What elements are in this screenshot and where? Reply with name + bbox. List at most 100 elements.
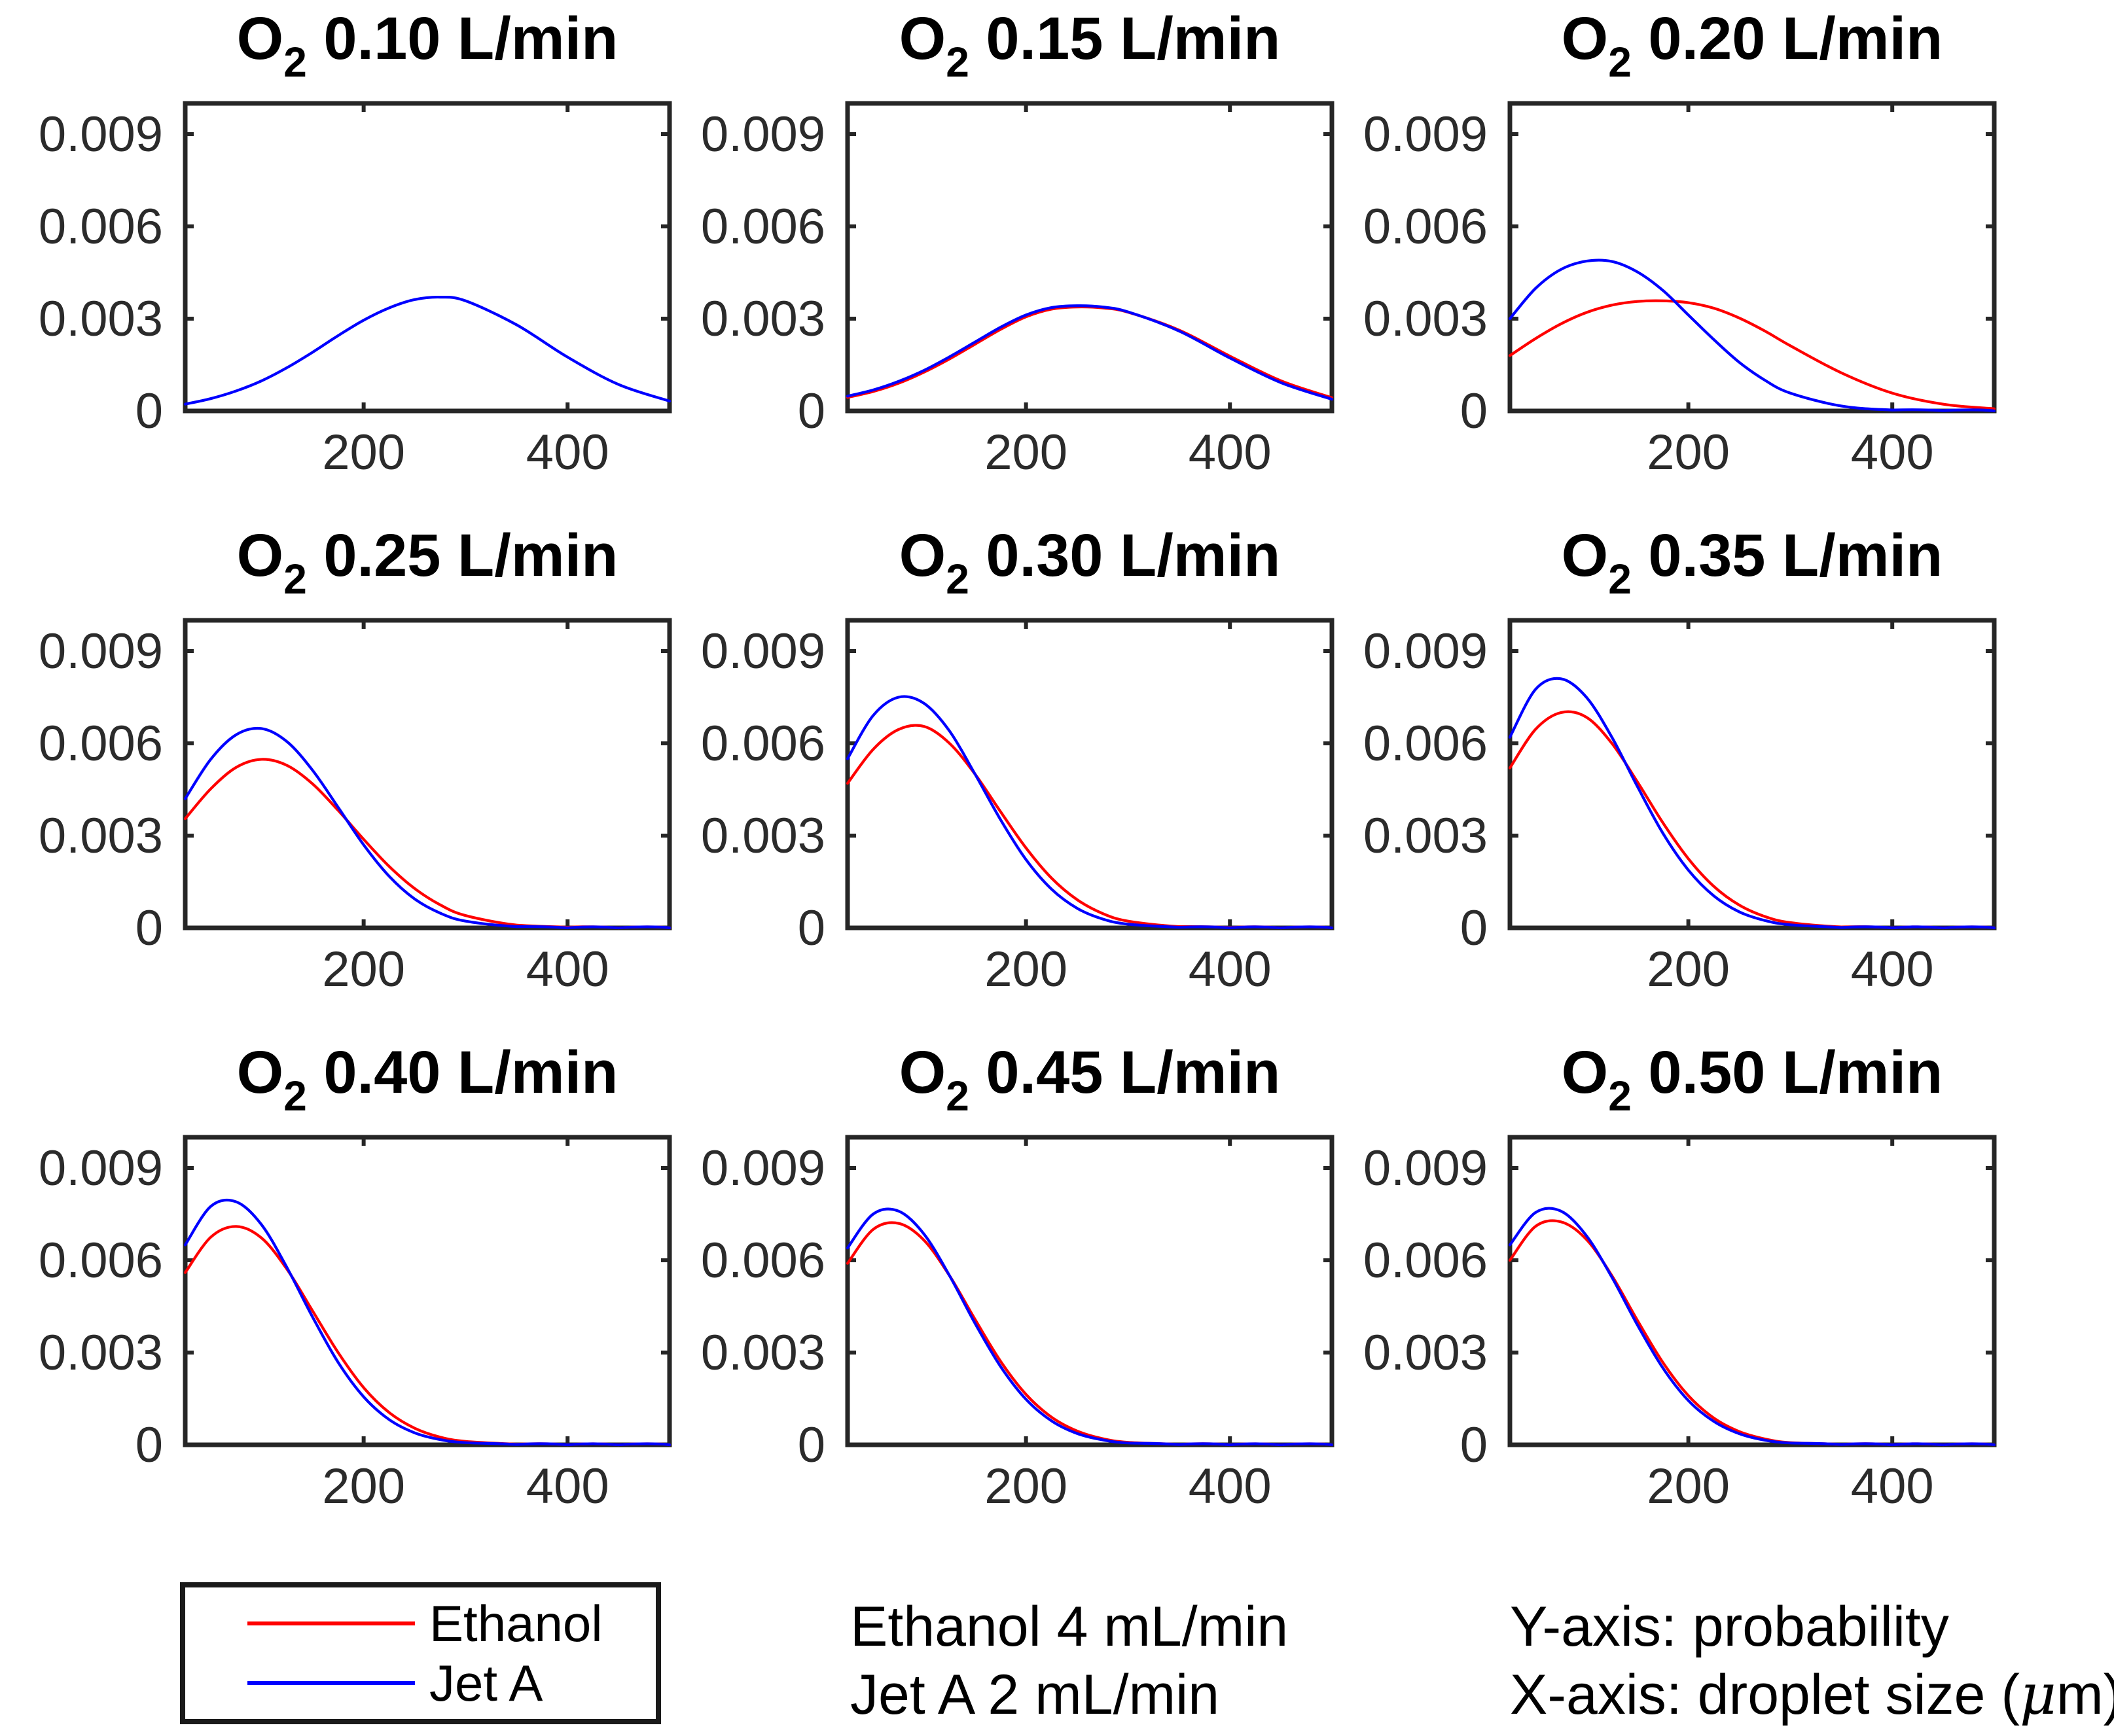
y-tick-label: 0.006 <box>701 716 825 771</box>
series-line-jet-a <box>1508 1207 1996 1447</box>
y-tick-label: 0.009 <box>39 1141 163 1196</box>
series-line-jet-a <box>183 295 672 406</box>
series-line-jet-a <box>846 1207 1334 1447</box>
y-tick-label: 0.003 <box>1363 291 1488 347</box>
series-line-ethanol <box>846 724 1334 930</box>
x-tick-label: 400 <box>526 1459 609 1514</box>
legend-item-ethanol: Ethanol <box>247 1598 656 1649</box>
legend-box: Ethanol Jet A <box>180 1582 661 1724</box>
x-tick-label: 400 <box>1851 942 1934 997</box>
subplot-title: O2 0.35 L/min <box>1562 522 1943 603</box>
y-tick-label: 0.003 <box>39 808 163 864</box>
y-tick-label: 0.006 <box>39 716 163 771</box>
subplot-title: O2 0.30 L/min <box>899 522 1281 603</box>
mu-symbol: μ <box>2020 1662 2056 1727</box>
series-line-ethanol <box>1508 1219 1996 1447</box>
subplot-title: O2 0.20 L/min <box>1562 5 1943 86</box>
axis-frame <box>183 1135 672 1447</box>
y-tick-label: 0.009 <box>701 1141 825 1196</box>
subplot-o2-0-15: O2 0.15 L/min 200 400 0 0.003 0.006 0.009 <box>662 0 1367 506</box>
axis-frame <box>845 1135 1335 1447</box>
y-tick-label: 0.003 <box>701 291 825 347</box>
x-axis-note-prefix: X-axis: droplet size ( <box>1510 1663 2020 1726</box>
y-tick-label: 0.009 <box>701 624 825 679</box>
subplot-title: O2 0.50 L/min <box>1562 1039 1943 1120</box>
axis-description-note: Y-axis: probability X-axis: droplet size… <box>1510 1593 2114 1729</box>
series-line-jet-a <box>183 726 672 930</box>
y-tick-label: 0.003 <box>701 808 825 864</box>
flow-note-line1: Ethanol 4 mL/min <box>850 1595 1289 1658</box>
x-axis-note: X-axis: droplet size (μm) <box>1510 1661 2114 1729</box>
y-tick-label: 0 <box>798 1417 825 1473</box>
subplot-o2-0-25: O2 0.25 L/min 200 400 0 0.003 0.006 0.009 <box>0 517 704 1023</box>
y-tick-label: 0.009 <box>39 107 163 162</box>
legend-label-jet-a: Jet A <box>429 1654 543 1712</box>
x-tick-label: 400 <box>1189 942 1272 997</box>
subplot-svg: O2 0.10 L/min 200 400 0 0.003 0.006 0.009 <box>39 5 672 480</box>
series-line-ethanol <box>1508 299 1996 410</box>
y-tick-label: 0.006 <box>1363 199 1488 255</box>
series-line-ethanol <box>846 305 1334 399</box>
x-tick-label: 200 <box>1647 1459 1730 1514</box>
series-line-jet-a <box>1508 677 1996 930</box>
y-tick-label: 0 <box>1460 1417 1488 1473</box>
x-tick-label: 400 <box>1189 1459 1272 1514</box>
y-tick-label: 0.009 <box>1363 107 1488 162</box>
subplot-title: O2 0.15 L/min <box>899 5 1281 86</box>
y-tick-label: 0.006 <box>701 199 825 255</box>
x-tick-label: 200 <box>984 942 1067 997</box>
series-line-ethanol <box>183 758 672 930</box>
jet-a-line-swatch <box>247 1680 415 1685</box>
x-tick-label: 200 <box>984 425 1067 480</box>
axis-frame <box>845 618 1335 930</box>
subplot-title: O2 0.25 L/min <box>237 522 618 603</box>
x-axis-note-suffix: m) <box>2056 1663 2114 1726</box>
y-tick-label: 0.009 <box>701 107 825 162</box>
subplot-o2-0-45: O2 0.45 L/min 200 400 0 0.003 0.006 0.009 <box>662 1034 1367 1540</box>
series-line-jet-a <box>1508 258 1996 413</box>
series-line-jet-a <box>183 1198 672 1447</box>
flow-note-line2: Jet A 2 mL/min <box>850 1663 1220 1726</box>
y-tick-label: 0.006 <box>39 1233 163 1288</box>
subplot-o2-0-30: O2 0.30 L/min 200 400 0 0.003 0.006 0.009 <box>662 517 1367 1023</box>
x-tick-label: 400 <box>526 942 609 997</box>
subplot-title: O2 0.10 L/min <box>237 5 618 86</box>
y-tick-label: 0.003 <box>39 291 163 347</box>
axis-frame <box>1507 618 1997 930</box>
flow-rates-note: Ethanol 4 mL/min Jet A 2 mL/min <box>850 1593 1288 1729</box>
subplot-svg: O2 0.30 L/min 200 400 0 0.003 0.006 0.009 <box>701 522 1335 997</box>
y-tick-label: 0.003 <box>701 1325 825 1381</box>
y-tick-label: 0.006 <box>1363 716 1488 771</box>
x-tick-label: 200 <box>322 942 405 997</box>
y-tick-label: 0 <box>1460 383 1488 439</box>
subplot-svg: O2 0.50 L/min 200 400 0 0.003 0.006 0.009 <box>1363 1039 1997 1514</box>
series-line-ethanol <box>183 1225 672 1447</box>
series-line-ethanol <box>1508 710 1996 930</box>
axis-frame <box>183 101 672 414</box>
series-line-jet-a <box>846 695 1334 930</box>
subplot-svg: O2 0.35 L/min 200 400 0 0.003 0.006 0.009 <box>1363 522 1997 997</box>
y-tick-label: 0.006 <box>39 199 163 255</box>
subplot-title: O2 0.45 L/min <box>899 1039 1281 1120</box>
subplot-o2-0-35: O2 0.35 L/min 200 400 0 0.003 0.006 0.009 <box>1325 517 2029 1023</box>
subplot-svg: O2 0.15 L/min 200 400 0 0.003 0.006 0.009 <box>701 5 1335 480</box>
ethanol-line-swatch <box>247 1621 415 1626</box>
y-tick-label: 0 <box>798 383 825 439</box>
subplot-title: O2 0.40 L/min <box>237 1039 618 1120</box>
axis-frame <box>845 101 1335 414</box>
x-tick-label: 400 <box>1851 1459 1934 1514</box>
y-tick-label: 0.003 <box>39 1325 163 1381</box>
x-tick-label: 400 <box>526 425 609 480</box>
subplot-o2-0-50: O2 0.50 L/min 200 400 0 0.003 0.006 0.009 <box>1325 1034 2029 1540</box>
subplot-svg: O2 0.40 L/min 200 400 0 0.003 0.006 0.009 <box>39 1039 672 1514</box>
legend-label-ethanol: Ethanol <box>429 1595 603 1653</box>
legend-item-jet-a: Jet A <box>247 1657 656 1709</box>
subplot-o2-0-20: O2 0.20 L/min 200 400 0 0.003 0.006 0.009 <box>1325 0 2029 506</box>
y-axis-note: Y-axis: probability <box>1510 1595 1949 1658</box>
y-tick-label: 0 <box>135 1417 163 1473</box>
x-tick-label: 400 <box>1851 425 1934 480</box>
y-tick-label: 0.009 <box>1363 1141 1488 1196</box>
x-tick-label: 200 <box>322 425 405 480</box>
subplot-o2-0-10: O2 0.10 L/min 200 400 0 0.003 0.006 0.009 <box>0 0 704 506</box>
